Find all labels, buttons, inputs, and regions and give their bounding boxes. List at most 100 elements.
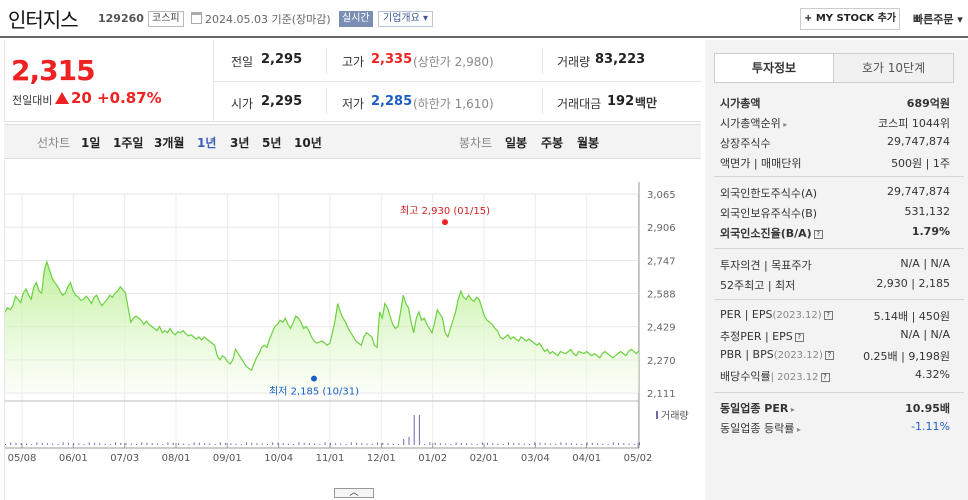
tab-10y[interactable]: 10년 (294, 136, 322, 150)
info-label: PBR | BPS(2023.12)? (720, 348, 834, 361)
volume-bar (52, 443, 54, 445)
info-label-text: 시가총액 (720, 97, 761, 110)
divider (542, 48, 543, 74)
info-value: 531,132 (905, 205, 951, 218)
chevron-right-icon[interactable]: ▸ (794, 425, 801, 434)
investment-info-panel: 투자정보 호가 10단계 시가총액 689억원 시가총액순위 ▸ 코스피 1044위 상… (705, 40, 968, 500)
volume-bar (529, 444, 530, 445)
info-label-text: 외국인보유주식수(B) (720, 207, 818, 220)
volume-bar (167, 442, 169, 445)
volume-bar (570, 443, 572, 445)
volume-bar (94, 442, 96, 445)
info-label-sub: | 2023.12 (770, 372, 819, 383)
tab-5y[interactable]: 5년 (262, 136, 282, 150)
volume-bar (361, 443, 363, 445)
volume-bar (109, 444, 111, 445)
upper-limit: (상한가 2,980) (413, 55, 494, 69)
volume-bar (314, 443, 316, 445)
volume-bar (429, 442, 431, 445)
price-area (5, 261, 639, 393)
info-row: PBR | BPS(2023.12)? 0.25배 | 9,198원 (714, 346, 952, 364)
tab-monthly[interactable]: 월봉 (577, 136, 600, 150)
volume-bar (282, 443, 284, 445)
price-chart-svg: 2,111 2,270 2,429 2,588 2,747 2,906 3,065 05/08… (5, 182, 689, 464)
volume-bar (78, 443, 80, 445)
info-row: 투자의견 | 목표주가 N/A | N/A (714, 255, 952, 273)
y-tick-label: 3,065 (647, 190, 676, 201)
volume-bar (382, 442, 384, 445)
volume-bar (492, 443, 494, 445)
x-tick-label: 12/01 (367, 453, 396, 464)
volume-bar (350, 442, 352, 445)
info-value-text: N/A | N/A (900, 257, 950, 270)
volume-bar (136, 444, 137, 445)
volume-bar (219, 442, 221, 445)
realtime-button[interactable]: 실시간 (339, 11, 373, 27)
info-label: 액면가 | 매매단위 (720, 155, 802, 171)
price-chart[interactable]: 2,111 2,270 2,429 2,588 2,747 2,906 3,065 05/08… (4, 160, 701, 500)
volume-bar (20, 443, 22, 445)
volume-bar (246, 442, 247, 445)
volume-bar (445, 443, 447, 445)
volume-bar (293, 444, 295, 445)
volume-bar (115, 442, 116, 445)
tab-3m[interactable]: 3개월 (154, 136, 185, 150)
line-chart-label: 선차트 (37, 136, 71, 150)
volume-bar (172, 442, 174, 445)
info-row: 시가총액 689억원 (714, 93, 952, 111)
tab-3y[interactable]: 3년 (230, 136, 250, 150)
volume-bar (560, 442, 562, 445)
volume-bar (62, 442, 64, 445)
volume-bar (356, 442, 358, 445)
volume-bar (298, 442, 300, 445)
help-icon[interactable]: ? (824, 350, 834, 360)
volume-bar (408, 437, 410, 445)
volume-bar (15, 442, 17, 445)
help-icon[interactable]: ? (820, 372, 830, 382)
info-value: N/A | N/A (900, 328, 950, 341)
price-change-pct: +0.87% (97, 89, 162, 107)
volume-bar (476, 444, 478, 445)
tab-weekly[interactable]: 주봉 (541, 136, 564, 150)
candle-chart-label: 봉차트 (459, 136, 493, 150)
volume-bar (597, 443, 599, 445)
volume-bar (287, 443, 289, 445)
chevron-right-icon[interactable]: ▸ (788, 405, 795, 414)
tab-1d[interactable]: 1일 (81, 136, 101, 150)
chevron-right-icon[interactable]: ▸ (780, 120, 788, 129)
help-icon[interactable]: ? (823, 310, 833, 320)
volume-bar (36, 442, 38, 445)
volume-bar (471, 443, 473, 445)
info-value: 10.95배 (905, 400, 950, 416)
tab-daily[interactable]: 일봉 (505, 136, 528, 150)
volume-bar (198, 442, 200, 445)
help-icon[interactable]: ? (813, 229, 823, 239)
info-value-text: 531,132 (904, 205, 951, 218)
high-point-marker (442, 219, 448, 226)
volume-bar (602, 443, 604, 445)
company-overview-dropdown[interactable]: 기업개요 ▾ (378, 11, 433, 27)
info-value-text: 0.25배 | 9,198원 (863, 350, 950, 363)
info-row: 외국인소진율(B/A)? 1.79% (714, 223, 952, 241)
tab-investment-info[interactable]: 투자정보 (714, 53, 834, 83)
volume-bar (340, 443, 342, 445)
tab-1y[interactable]: 1년 (197, 136, 217, 150)
compare-label: 전일대비 (12, 94, 53, 107)
info-value-text: 29,747,874 (887, 135, 950, 148)
info-row: 상장주식수 29,747,874 (714, 133, 952, 151)
tab-1w[interactable]: 1주일 (113, 136, 144, 150)
info-label-text: 시가총액순위 (720, 117, 781, 130)
prev-close-label: 전일 (231, 55, 254, 69)
volume-bar (497, 443, 499, 445)
info-label: PER | EPS(2023.12)? (720, 308, 833, 321)
volume-bar (555, 444, 557, 445)
quick-order-button[interactable]: 빠른주문 ▾ (913, 13, 963, 26)
lower-limit: (하한가 1,610) (413, 97, 494, 111)
chart-collapse-handle[interactable]: ︿ (334, 488, 374, 498)
info-value: 0.25배 | 9,198원 (863, 348, 950, 364)
volume-bar (502, 444, 504, 445)
help-icon[interactable]: ? (794, 332, 804, 342)
tab-orderbook-10[interactable]: 호가 10단계 (833, 53, 954, 83)
add-my-stock-button[interactable]: + MY STOCK 추가 (800, 8, 900, 30)
volume-bar (508, 442, 509, 445)
